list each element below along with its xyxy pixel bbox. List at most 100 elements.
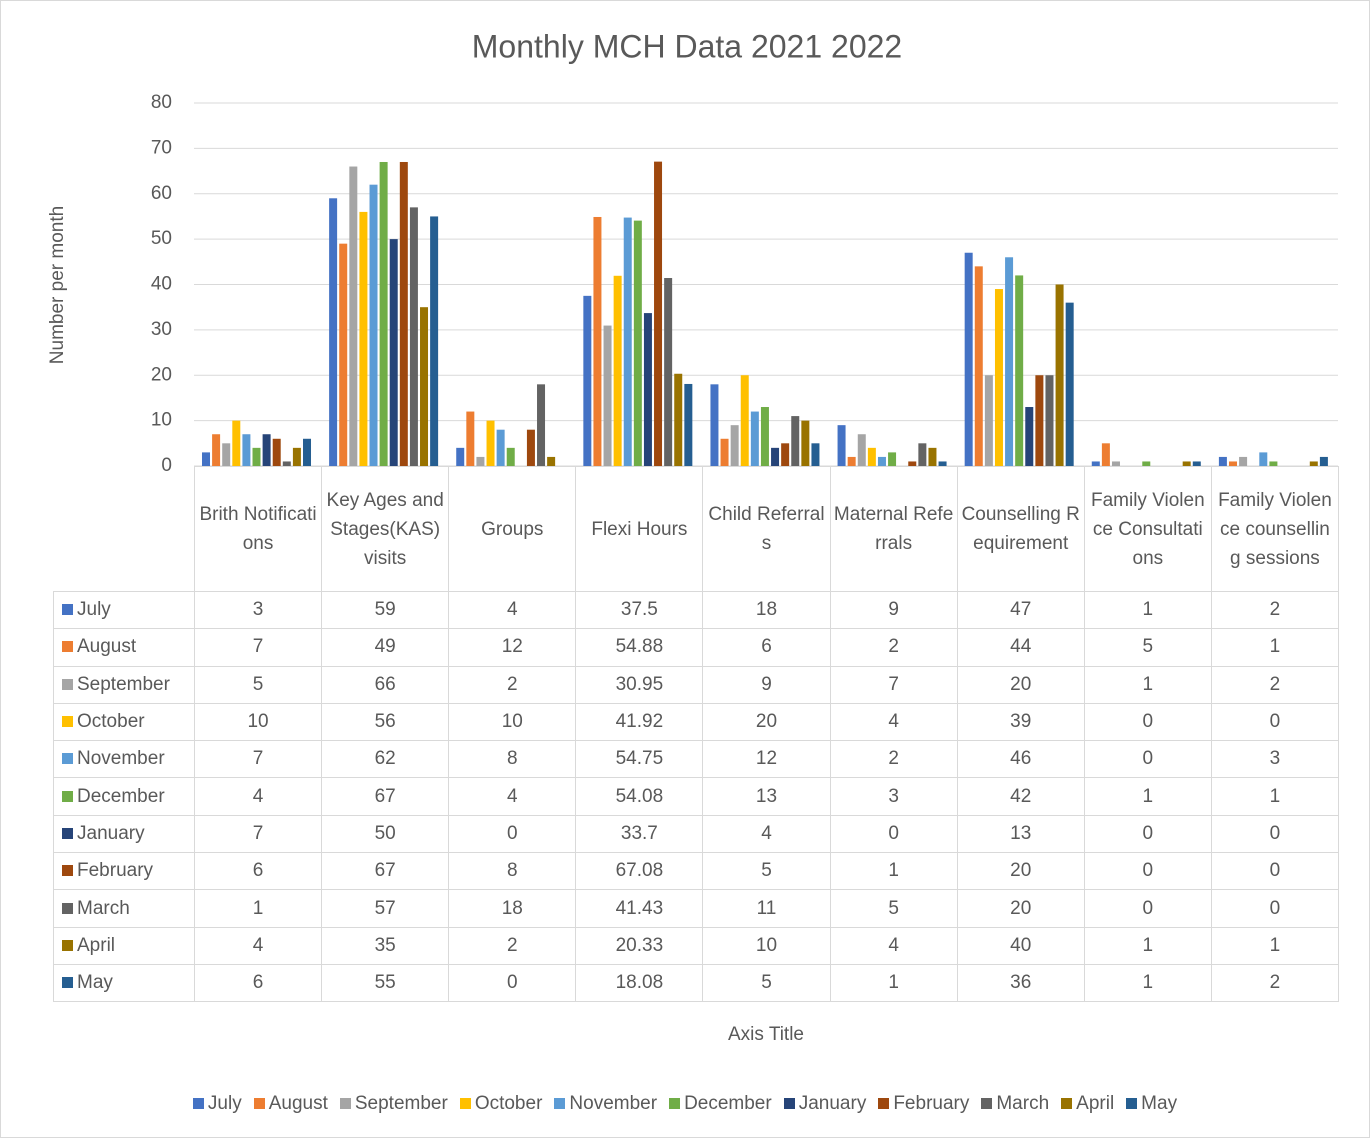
row-label: May (53, 963, 195, 1003)
legend-label: March (996, 1093, 1050, 1114)
table-value: 50 (321, 814, 450, 854)
category-label: Key Ages and Stages(KAS) visits (321, 466, 450, 592)
bar (750, 411, 759, 466)
table-value: 56 (321, 702, 450, 742)
bar (456, 447, 465, 466)
table-value: 7 (193, 628, 323, 667)
table-value: 66 (321, 665, 450, 704)
table-value: 0 (1083, 814, 1212, 854)
series-name: March (77, 897, 130, 919)
table-value: 5 (702, 852, 831, 891)
legend-key (62, 977, 73, 989)
table-value: 1 (1083, 777, 1212, 816)
table-value: 47 (956, 590, 1085, 630)
y-tick-label: 40 (151, 274, 172, 295)
data-table: Brith Notifications Key Ages and Stages(K… (53, 466, 1339, 1003)
table-value: 18 (448, 889, 577, 928)
bar (867, 447, 876, 466)
category-label: Family Violence Consultations (1083, 466, 1212, 592)
bar (791, 416, 800, 466)
table-value: 4 (702, 814, 831, 854)
series-name: January (77, 822, 145, 844)
table-value: 0 (1083, 889, 1212, 928)
legend-item: October (459, 1093, 542, 1115)
category-label: Flexi Hours (575, 466, 704, 592)
bar (633, 220, 642, 466)
y-tick-label: 30 (151, 319, 172, 340)
category-label: Family Violence counselling sessions (1210, 466, 1339, 592)
legend-key (62, 604, 73, 616)
category-label: Counselling Requirement (956, 466, 1085, 592)
table-value: 20 (702, 702, 831, 742)
table-value: 20 (956, 889, 1085, 928)
legend-swatch (981, 1098, 993, 1109)
bar (242, 434, 251, 466)
table-value: 1 (829, 852, 958, 891)
table-value: 46 (956, 740, 1085, 779)
series-name: April (77, 934, 116, 956)
bar (222, 443, 231, 466)
table-value: 0 (1210, 889, 1339, 928)
table-value: 2 (1210, 665, 1339, 704)
table-row: December 4 67 4 54.08 13 3 42 1 1 (53, 777, 1339, 816)
table-value: 33.7 (575, 814, 704, 854)
table-value: 67.08 (575, 852, 704, 891)
y-tick-label: 20 (151, 364, 172, 385)
bar (252, 447, 261, 466)
category-label: Groups (448, 466, 577, 592)
bar (593, 216, 602, 466)
legend-label: August (268, 1093, 328, 1114)
bar (1319, 456, 1328, 466)
legend-swatch (192, 1098, 204, 1109)
bar (369, 184, 378, 467)
table-value: 6 (193, 852, 323, 891)
table-row: April 4 35 2 20.33 10 4 40 1 1 (53, 926, 1339, 965)
bar (466, 411, 475, 466)
table-row: March 1 57 18 41.43 11 5 20 0 0 (53, 889, 1339, 928)
table-value: 41.43 (575, 889, 704, 928)
legend-swatch (554, 1098, 566, 1109)
bar (430, 216, 439, 466)
bar (232, 420, 241, 466)
bar (984, 375, 993, 466)
table-value: 12 (702, 740, 831, 779)
row-label: November (53, 740, 195, 779)
table-value: 12 (448, 628, 577, 667)
bar (1182, 461, 1191, 466)
legend-swatch (669, 1098, 681, 1109)
bar (1055, 284, 1064, 466)
bar (877, 456, 886, 466)
legend-key (62, 753, 73, 765)
bar (1111, 461, 1120, 466)
table-value: 6 (702, 628, 831, 667)
table-value: 1 (1083, 963, 1212, 1003)
bar (583, 295, 592, 466)
legend-label: January (798, 1093, 867, 1114)
table-value: 0 (1210, 852, 1339, 891)
bar (974, 266, 983, 466)
table-value: 54.88 (575, 628, 704, 667)
bar (613, 275, 622, 466)
table-value: 1 (1210, 628, 1339, 667)
table-value: 7 (193, 814, 323, 854)
legend: July August September October November Decemb… (1, 1093, 1369, 1115)
series-name: October (77, 711, 145, 733)
bar (837, 425, 846, 466)
table-row: January 7 50 0 33.7 4 0 13 0 0 (53, 814, 1339, 854)
y-tick-label: 50 (151, 228, 172, 249)
bar (1065, 302, 1074, 466)
table-row: November 7 62 8 54.75 12 2 46 0 3 (53, 740, 1339, 779)
legend-swatch (253, 1098, 265, 1109)
table-value: 10 (448, 702, 577, 742)
row-label: April (53, 926, 195, 965)
y-tick-label: 70 (151, 137, 172, 158)
y-tick-label: 0 (161, 455, 172, 476)
table-value: 9 (829, 590, 958, 630)
row-label: January (53, 814, 195, 854)
table-value: 2 (829, 628, 958, 667)
legend-swatch (1061, 1098, 1073, 1109)
row-label: March (53, 889, 195, 928)
bar (349, 166, 358, 466)
legend-item: February (878, 1093, 969, 1115)
